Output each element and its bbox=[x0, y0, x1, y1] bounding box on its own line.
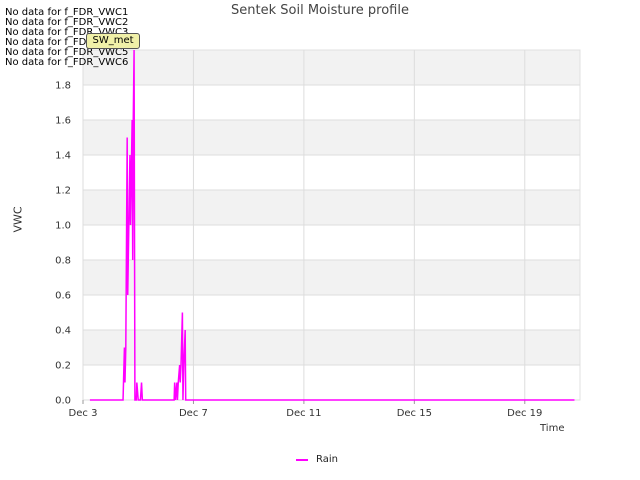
grid-band bbox=[83, 120, 580, 155]
y-tick-label: 0.8 bbox=[55, 256, 71, 267]
chart-title: Sentek Soil Moisture profile bbox=[231, 3, 409, 18]
x-tick-label: Dec 19 bbox=[507, 408, 542, 419]
x-tick-label: Dec 11 bbox=[286, 408, 321, 419]
x-tick-label: Dec 15 bbox=[397, 408, 432, 419]
y-tick-label: 1.2 bbox=[55, 186, 71, 197]
no-data-message: No data for f_FDR_VWC4 bbox=[5, 37, 129, 48]
grid-band bbox=[83, 85, 580, 120]
no-data-message: No data for f_FDR_VWC5 bbox=[5, 47, 129, 58]
no-data-message: No data for f_FDR_VWC6 bbox=[5, 57, 129, 68]
no-data-messages: No data for f_FDR_VWC1 No data for f_FDR… bbox=[5, 8, 128, 68]
x-axis-label: Time bbox=[540, 423, 565, 434]
x-tick-label: Dec 7 bbox=[179, 408, 208, 419]
y-tick-label: 1.8 bbox=[55, 81, 71, 92]
grid-band bbox=[83, 190, 580, 225]
y-tick-label: 0.0 bbox=[55, 396, 71, 407]
y-tick-label: 1.0 bbox=[55, 221, 71, 232]
y-axis-label: VWC bbox=[11, 206, 25, 233]
grid-band bbox=[83, 50, 580, 85]
grid-band bbox=[83, 260, 580, 295]
grid-band bbox=[83, 225, 580, 260]
grid-band bbox=[83, 155, 580, 190]
y-tick-label: 1.4 bbox=[55, 151, 71, 162]
y-tick-label: 0.4 bbox=[55, 326, 71, 337]
no-data-message: No data for f_FDR_VWC3 bbox=[5, 27, 129, 38]
legend-swatch-rain bbox=[296, 458, 308, 461]
legend-label-rain: Rain bbox=[316, 454, 338, 465]
grid-band bbox=[83, 365, 580, 400]
site-badge: SW_met bbox=[86, 33, 140, 49]
legend: Rain bbox=[296, 454, 338, 465]
no-data-message: No data for f_FDR_VWC2 bbox=[5, 17, 129, 28]
no-data-message: No data for f_FDR_VWC1 bbox=[5, 7, 129, 18]
x-tick-label: Dec 3 bbox=[69, 408, 98, 419]
y-tick-label: 0.6 bbox=[55, 291, 71, 302]
grid-band bbox=[83, 330, 580, 365]
y-tick-label: 1.6 bbox=[55, 116, 71, 127]
grid-band bbox=[83, 295, 580, 330]
y-tick-label: 0.2 bbox=[55, 361, 71, 372]
series-line-rain bbox=[89, 49, 575, 401]
